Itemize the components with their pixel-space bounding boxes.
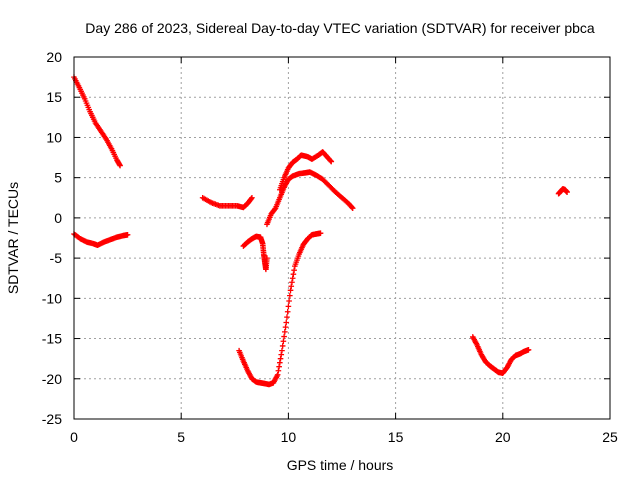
series-arc-2 [71,231,131,249]
x-tick-labels: 0 5 10 15 20 25 [70,429,618,445]
y-axis-label: SDTVAR / TECUs [5,182,21,294]
x-tick-label: 15 [388,429,404,445]
data-point [276,363,282,370]
data-point [349,205,356,212]
data-point [284,314,290,320]
series-arc-9 [555,186,570,197]
y-tick-labels: -25 -20 -15 -10 -5 0 5 10 15 20 [42,49,62,427]
data-point [124,231,131,238]
data-point [277,359,283,366]
data-point [525,347,532,353]
series-arc-5 [240,233,270,273]
data-point [286,298,292,304]
series-arc-1 [71,74,123,169]
data-point [248,195,255,202]
y-tick-label: 20 [46,49,62,65]
series-arc-8 [469,334,532,376]
series-arc-3 [199,194,255,211]
y-tick-label: -20 [42,371,62,387]
y-tick-label: 0 [54,210,62,226]
chart-title: Day 286 of 2023, Sidereal Day-to-day VTE… [85,20,595,36]
data-point [317,230,324,236]
y-tick-label: -10 [42,290,62,306]
data-point [290,271,297,277]
data-point [282,329,288,335]
x-tick-label: 20 [495,429,511,445]
data-point [117,162,123,169]
plot-frame [73,56,611,420]
data-point [289,279,295,286]
data-point [328,158,335,165]
y-tick-label: -25 [42,411,62,427]
axis-ticks [73,56,611,420]
y-tick-label: -15 [42,331,62,347]
x-axis-label: GPS time / hours [287,457,394,473]
data-point [278,351,285,358]
data-point [283,319,290,326]
y-tick-label: 10 [46,129,62,145]
data-point [274,371,281,378]
data-point [282,324,289,330]
data-point [281,333,287,340]
x-tick-label: 0 [70,429,78,445]
series-arc-4 [236,230,324,388]
y-tick-label: 5 [54,170,62,186]
data-point [291,267,297,273]
data-point [284,308,291,315]
grid-lines [74,57,610,419]
data-point [275,367,282,374]
data-point [279,347,285,354]
x-tick-label: 5 [177,429,185,445]
data-point [287,292,293,299]
data-point [564,189,570,195]
data-point [285,303,292,310]
data-point [288,283,295,290]
data-point [279,343,286,349]
data-point [249,194,255,201]
x-tick-label: 25 [602,429,618,445]
y-tick-label: 15 [46,89,62,105]
data-point [287,287,294,294]
data-point [289,275,296,282]
data-point [277,355,284,362]
data-point [280,338,287,345]
x-tick-label: 10 [281,429,297,445]
data-point [349,204,355,211]
data-point [264,255,270,261]
series-arc-7 [277,149,335,193]
y-tick-label: -5 [50,250,63,266]
data-point [327,157,334,164]
series-arc-6 [264,169,356,228]
data-points [71,74,570,388]
